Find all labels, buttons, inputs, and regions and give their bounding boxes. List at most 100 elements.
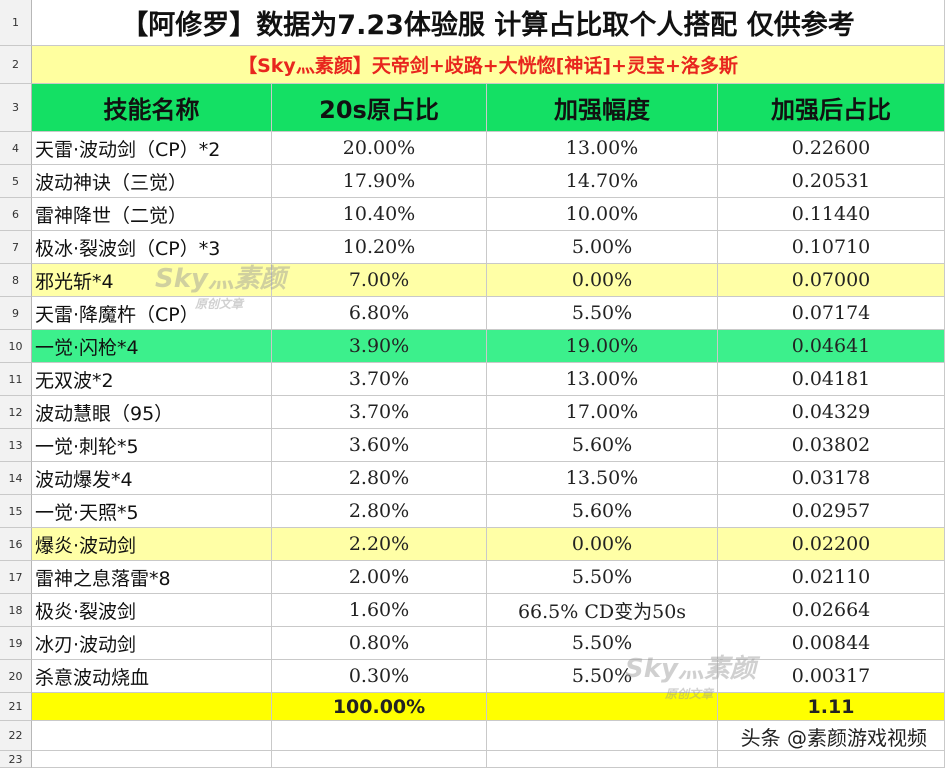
skill-name-cell[interactable]: 杀意波动烧血 [32, 660, 272, 693]
empty-cell[interactable] [32, 721, 272, 751]
row-number[interactable]: 11 [0, 363, 32, 396]
skill-name-cell[interactable]: 无双波*2 [32, 363, 272, 396]
after-share-cell[interactable]: 0.02957 [718, 495, 945, 528]
orig-share-cell[interactable]: 0.80% [272, 627, 487, 660]
boost-cell[interactable]: 5.60% [487, 495, 718, 528]
orig-share-cell[interactable]: 17.90% [272, 165, 487, 198]
after-share-cell[interactable]: 0.11440 [718, 198, 945, 231]
header-orig-share[interactable]: 20s原占比 [272, 84, 487, 132]
after-share-cell[interactable]: 0.00844 [718, 627, 945, 660]
row-number[interactable]: 21 [0, 693, 32, 721]
row-number[interactable]: 14 [0, 462, 32, 495]
orig-share-cell[interactable]: 0.30% [272, 660, 487, 693]
row-number[interactable]: 22 [0, 721, 32, 751]
boost-cell[interactable]: 5.50% [487, 627, 718, 660]
after-share-cell[interactable]: 0.22600 [718, 132, 945, 165]
build-subtitle[interactable]: 【Sky灬素颜】天帝剑+歧路+大恍惚[神话]+灵宝+洛多斯 [32, 46, 945, 84]
after-share-cell[interactable]: 0.04329 [718, 396, 945, 429]
boost-cell[interactable]: 0.00% [487, 528, 718, 561]
row-number[interactable]: 15 [0, 495, 32, 528]
row-number[interactable]: 19 [0, 627, 32, 660]
after-share-cell[interactable]: 0.04641 [718, 330, 945, 363]
row-number[interactable]: 2 [0, 46, 32, 84]
orig-share-cell[interactable]: 10.40% [272, 198, 487, 231]
orig-share-cell[interactable]: 2.80% [272, 495, 487, 528]
row-number[interactable]: 9 [0, 297, 32, 330]
boost-cell[interactable]: 5.00% [487, 231, 718, 264]
row-number[interactable]: 16 [0, 528, 32, 561]
skill-name-cell[interactable]: 一觉·刺轮*5 [32, 429, 272, 462]
row-number[interactable]: 7 [0, 231, 32, 264]
orig-share-cell[interactable]: 2.20% [272, 528, 487, 561]
row-number[interactable]: 3 [0, 84, 32, 132]
skill-name-cell[interactable]: 冰刃·波动剑 [32, 627, 272, 660]
boost-cell[interactable]: 17.00% [487, 396, 718, 429]
empty-cell[interactable] [718, 751, 945, 768]
after-share-cell[interactable]: 0.07174 [718, 297, 945, 330]
row-number[interactable]: 8 [0, 264, 32, 297]
row-number[interactable]: 20 [0, 660, 32, 693]
orig-share-cell[interactable]: 3.90% [272, 330, 487, 363]
boost-cell[interactable]: 13.00% [487, 132, 718, 165]
empty-cell[interactable] [487, 751, 718, 768]
row-number[interactable]: 23 [0, 751, 32, 768]
after-share-cell[interactable]: 0.02200 [718, 528, 945, 561]
header-boost[interactable]: 加强幅度 [487, 84, 718, 132]
empty-cell[interactable] [272, 751, 487, 768]
after-share-cell[interactable]: 0.03178 [718, 462, 945, 495]
after-share-cell[interactable]: 0.04181 [718, 363, 945, 396]
skill-name-cell[interactable]: 爆炎·波动剑 [32, 528, 272, 561]
after-share-cell[interactable]: 0.02664 [718, 594, 945, 627]
total-label-cell[interactable] [32, 693, 272, 721]
empty-cell[interactable] [718, 721, 945, 751]
orig-share-cell[interactable]: 3.70% [272, 363, 487, 396]
orig-share-cell[interactable]: 1.60% [272, 594, 487, 627]
skill-name-cell[interactable]: 天雷·降魔杵（CP） [32, 297, 272, 330]
after-share-cell[interactable]: 0.10710 [718, 231, 945, 264]
sheet-title[interactable]: 【阿修罗】数据为7.23体验服 计算占比取个人搭配 仅供参考 [32, 0, 945, 46]
row-number[interactable]: 1 [0, 0, 32, 46]
header-after-share[interactable]: 加强后占比 [718, 84, 945, 132]
orig-share-cell[interactable]: 10.20% [272, 231, 487, 264]
skill-name-cell[interactable]: 雷神之息落雷*8 [32, 561, 272, 594]
row-number[interactable]: 5 [0, 165, 32, 198]
total-boost-cell[interactable] [487, 693, 718, 721]
empty-cell[interactable] [272, 721, 487, 751]
empty-cell[interactable] [487, 721, 718, 751]
skill-name-cell[interactable]: 雷神降世（二觉） [32, 198, 272, 231]
orig-share-cell[interactable]: 6.80% [272, 297, 487, 330]
boost-cell[interactable]: 5.60% [487, 429, 718, 462]
row-number[interactable]: 12 [0, 396, 32, 429]
after-share-cell[interactable]: 0.02110 [718, 561, 945, 594]
boost-cell[interactable]: 10.00% [487, 198, 718, 231]
skill-name-cell[interactable]: 极冰·裂波剑（CP）*3 [32, 231, 272, 264]
row-number[interactable]: 4 [0, 132, 32, 165]
boost-cell[interactable]: 19.00% [487, 330, 718, 363]
after-share-cell[interactable]: 0.07000 [718, 264, 945, 297]
after-share-cell[interactable]: 0.00317 [718, 660, 945, 693]
skill-name-cell[interactable]: 一觉·闪枪*4 [32, 330, 272, 363]
after-share-cell[interactable]: 0.20531 [718, 165, 945, 198]
boost-cell[interactable]: 5.50% [487, 660, 718, 693]
total-after-share[interactable]: 1.11 [718, 693, 945, 721]
skill-name-cell[interactable]: 一觉·天照*5 [32, 495, 272, 528]
orig-share-cell[interactable]: 2.00% [272, 561, 487, 594]
orig-share-cell[interactable]: 7.00% [272, 264, 487, 297]
boost-cell[interactable]: 14.70% [487, 165, 718, 198]
header-skill-name[interactable]: 技能名称 [32, 84, 272, 132]
skill-name-cell[interactable]: 天雷·波动剑（CP）*2 [32, 132, 272, 165]
orig-share-cell[interactable]: 3.60% [272, 429, 487, 462]
skill-name-cell[interactable]: 波动神诀（三觉） [32, 165, 272, 198]
boost-cell[interactable]: 13.00% [487, 363, 718, 396]
skill-name-cell[interactable]: 波动慧眼（95） [32, 396, 272, 429]
row-number[interactable]: 17 [0, 561, 32, 594]
row-number[interactable]: 10 [0, 330, 32, 363]
boost-cell[interactable]: 66.5% CD变为50s [487, 594, 718, 627]
row-number[interactable]: 6 [0, 198, 32, 231]
orig-share-cell[interactable]: 2.80% [272, 462, 487, 495]
boost-cell[interactable]: 13.50% [487, 462, 718, 495]
skill-name-cell[interactable]: 波动爆发*4 [32, 462, 272, 495]
boost-cell[interactable]: 0.00% [487, 264, 718, 297]
row-number[interactable]: 13 [0, 429, 32, 462]
total-orig-share[interactable]: 100.00% [272, 693, 487, 721]
